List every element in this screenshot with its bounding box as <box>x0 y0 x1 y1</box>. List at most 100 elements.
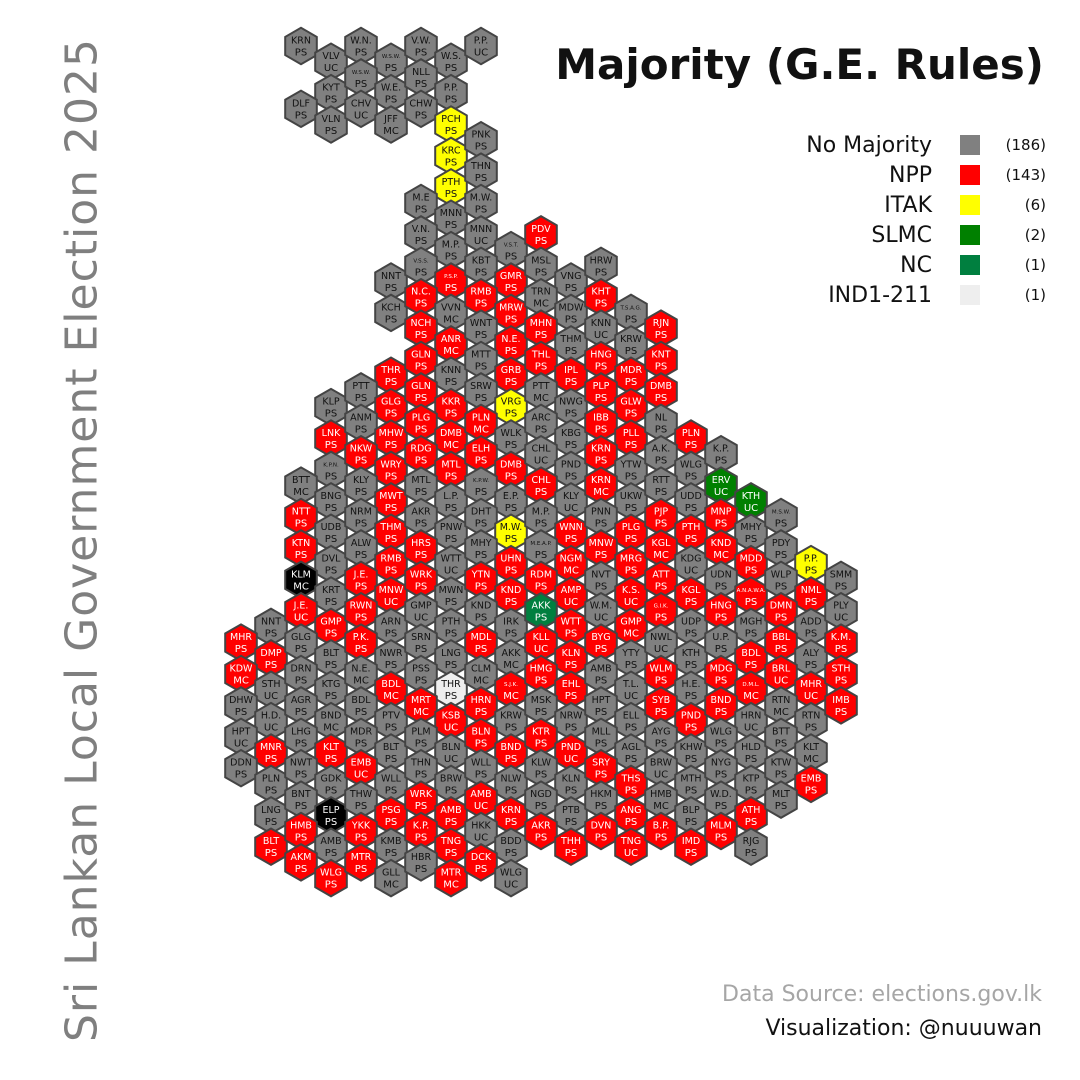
hex-name: VNG <box>561 271 582 282</box>
hex-type: PS <box>655 738 667 749</box>
hex-name: AMB <box>440 805 461 816</box>
hex-name: UDB <box>321 522 342 533</box>
hex-name: THH <box>560 836 581 847</box>
hex-type: PS <box>295 110 307 121</box>
hex-name: TNG <box>440 836 461 847</box>
hex-type: PS <box>415 519 427 530</box>
hex-name: PDY <box>772 538 791 549</box>
hex-shape <box>284 89 318 129</box>
hex-type: PS <box>445 283 457 294</box>
hex-name: KTH <box>742 491 760 502</box>
hex-type: MC <box>623 628 639 639</box>
hex-type: PS <box>745 754 757 765</box>
hex-name: P.S.P. <box>444 274 458 280</box>
hex-type: PS <box>445 471 457 482</box>
hex-name: PND <box>561 459 581 470</box>
hex-type: PS <box>505 566 517 577</box>
hex-name: DHW <box>229 695 253 706</box>
hex-name: WLG <box>320 868 342 879</box>
hex-name: AKM <box>291 852 312 863</box>
hex-name: MDR <box>620 365 643 376</box>
hex-name: ADD <box>800 616 821 627</box>
hex-shape <box>644 811 678 851</box>
hex-type: PS <box>295 550 307 561</box>
hex-type: PS <box>325 534 337 545</box>
hex-name: KLL <box>533 632 551 643</box>
legend-label: NPP <box>889 162 932 188</box>
hex-type: PS <box>415 676 427 687</box>
hex-type: UC <box>624 691 638 702</box>
hex-type: PS <box>445 252 457 263</box>
hex-name: M.P. <box>442 240 461 251</box>
hex-type: UC <box>654 770 668 781</box>
hex-type: PS <box>565 691 577 702</box>
hex-type: PS <box>445 503 457 514</box>
hex-type: PS <box>445 95 457 106</box>
hex-name: T.S.A.G. <box>619 305 641 311</box>
hex-type: PS <box>565 848 577 859</box>
hex-name: DVN <box>591 821 612 832</box>
hex-name: MGH <box>740 616 763 627</box>
hex-name: AKR <box>411 507 431 518</box>
hex-type: PS <box>835 707 847 718</box>
hex-name: MDG <box>710 664 733 675</box>
hex-type: UC <box>354 110 368 121</box>
hex-type: UC <box>654 644 668 655</box>
hex-name: KND <box>711 538 732 549</box>
hex-name: UHN <box>500 554 521 565</box>
hex-type: UC <box>594 330 608 341</box>
hex-name: KRN <box>591 444 611 455</box>
hex-type: MC <box>293 581 309 592</box>
hex-type: PS <box>805 660 817 671</box>
hex-type: PS <box>325 754 337 765</box>
hex-type: PS <box>625 503 637 514</box>
hex-name: DVL <box>322 554 342 565</box>
hex-name: LHG <box>291 726 311 737</box>
hex-name: PTH <box>682 522 701 533</box>
hex-type: PS <box>685 503 697 514</box>
hex-name: K.P.W. <box>473 478 489 484</box>
hex-type: PS <box>415 456 427 467</box>
hex-name: KRC <box>442 145 461 156</box>
hex-name: NWL <box>650 632 672 643</box>
district-hex: J.E.PS <box>344 560 378 600</box>
hex-type: PS <box>625 754 637 765</box>
hex-name: THM <box>559 334 581 345</box>
hex-type: PS <box>685 691 697 702</box>
hex-type: MC <box>443 346 459 357</box>
legend-count: (2) <box>1024 226 1046 244</box>
hex-type: UC <box>474 801 488 812</box>
hex-name: BND <box>321 711 342 722</box>
hex-name: BLP <box>682 805 700 816</box>
hex-name: PNW <box>440 522 463 533</box>
hex-name: MRT <box>411 695 431 706</box>
legend-row-itak: ITAK (6) <box>726 190 1046 220</box>
hex-name: W.S.W. <box>382 54 401 60</box>
hex-name: J.E. <box>353 569 369 580</box>
hex-type: PS <box>595 519 607 530</box>
hex-type: PS <box>445 534 457 545</box>
hex-type: PS <box>505 346 517 357</box>
hex-name: PLL <box>623 428 640 439</box>
hex-type: PS <box>415 644 427 655</box>
hex-type: PS <box>415 330 427 341</box>
district-hex: P.P.UC <box>464 26 498 66</box>
hex-name: CHW <box>409 98 433 109</box>
data-source: Data Source: elections.gov.lk <box>722 982 1042 1007</box>
visualization-credit: Visualization: @nuuuwan <box>765 1016 1042 1041</box>
hex-type: UC <box>774 676 788 687</box>
hex-name: UDD <box>680 491 702 502</box>
hex-type: PS <box>565 440 577 451</box>
hex-name: NVT <box>591 569 611 580</box>
hex-name: MSL <box>531 255 551 266</box>
hex-name: NCH <box>411 318 432 329</box>
